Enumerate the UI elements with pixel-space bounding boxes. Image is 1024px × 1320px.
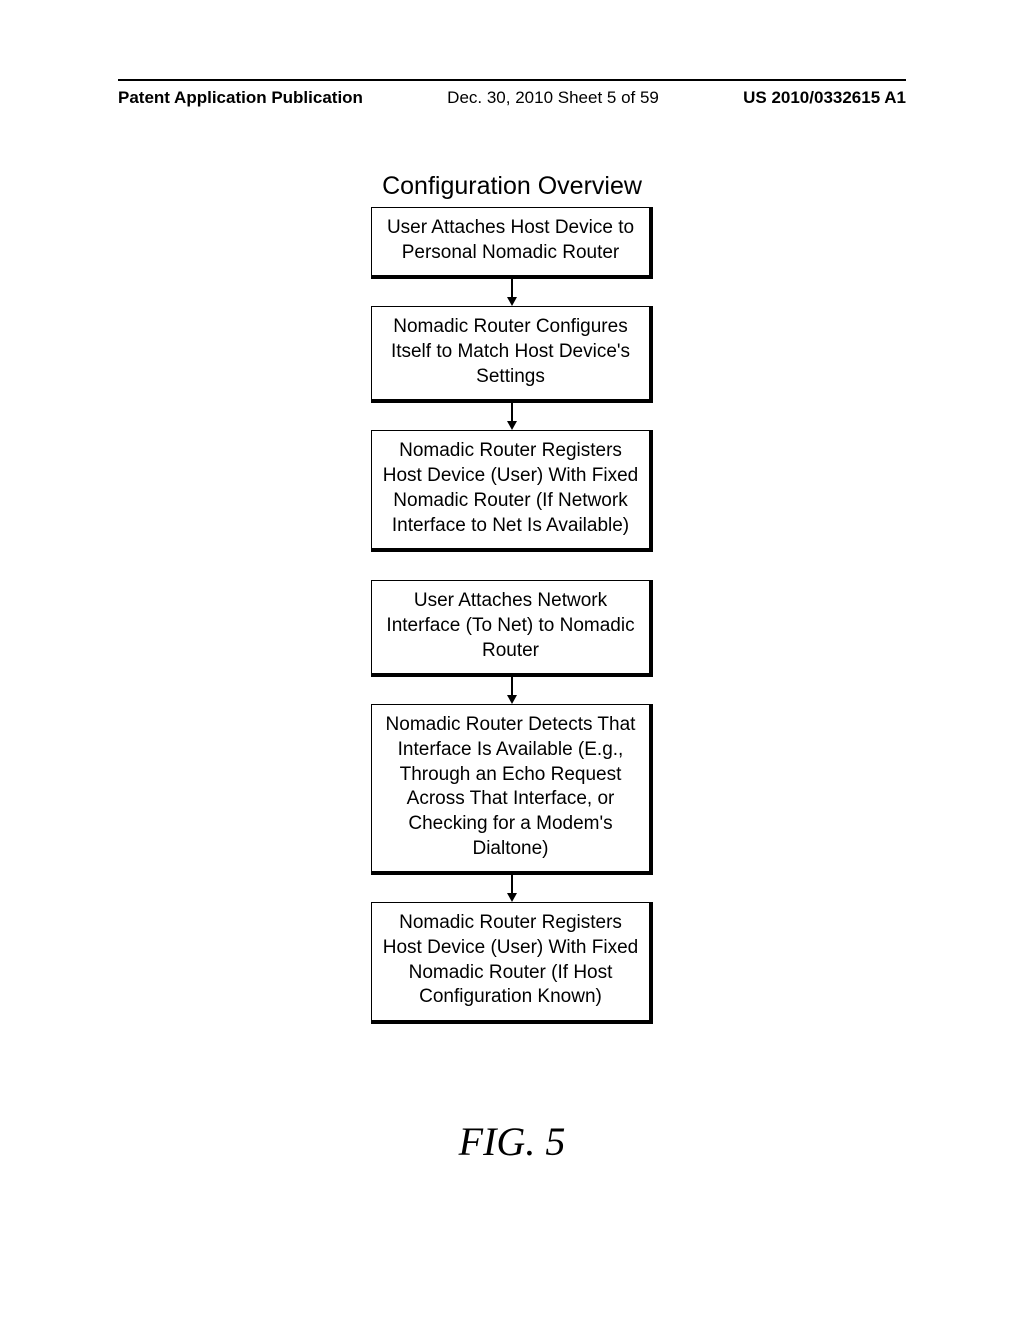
header: Patent Application Publication Dec. 30, … [118,88,906,108]
flowchart: Configuration Overview User Attaches Hos… [0,172,1024,1024]
header-rule [118,79,906,81]
flowchart-node-1: User Attaches Host Device to Personal No… [371,207,653,279]
arrow-head-icon [507,893,517,902]
header-mid: Dec. 30, 2010 Sheet 5 of 59 [447,88,659,108]
arrow-shaft [511,875,513,893]
arrow-shaft [511,279,513,297]
flowchart-title: Configuration Overview [382,172,642,201]
flowchart-arrow-1-2 [507,279,517,306]
flowchart-node-2: Nomadic Router Configures Itself to Matc… [371,306,653,403]
arrow-head-icon [507,297,517,306]
figure-label: FIG. 5 [0,1118,1024,1165]
header-left: Patent Application Publication [118,88,363,108]
arrow-shaft [511,403,513,421]
flowchart-node-6: Nomadic Router Registers Host Device (Us… [371,902,653,1024]
arrow-head-icon [507,421,517,430]
flowchart-arrow-2-3 [507,403,517,430]
flowchart-arrow-4-5 [507,677,517,704]
page: Patent Application Publication Dec. 30, … [0,0,1024,1320]
flowchart-arrow-5-6 [507,875,517,902]
arrow-shaft [511,677,513,695]
flowchart-node-5: Nomadic Router Detects That Interface Is… [371,704,653,875]
header-right: US 2010/0332615 A1 [743,88,906,108]
arrow-head-icon [507,695,517,704]
flowchart-node-4: User Attaches Network Interface (To Net)… [371,580,653,677]
flowchart-node-3: Nomadic Router Registers Host Device (Us… [371,430,653,552]
